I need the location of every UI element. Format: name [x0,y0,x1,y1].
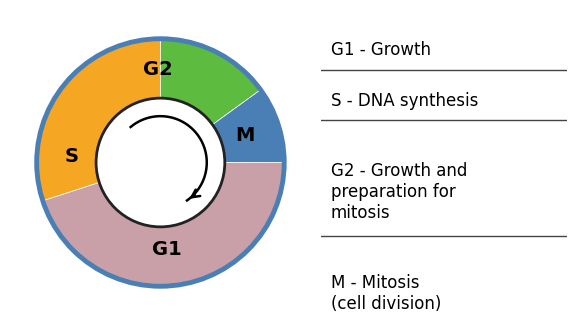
Text: G2 - Growth and
preparation for
mitosis: G2 - Growth and preparation for mitosis [331,162,467,222]
Text: G2: G2 [143,60,173,79]
Wedge shape [37,39,160,201]
Wedge shape [43,162,284,286]
Wedge shape [213,90,284,162]
Text: G1 - Growth: G1 - Growth [331,42,431,59]
Text: G1: G1 [152,240,182,259]
Wedge shape [160,39,261,125]
Circle shape [96,98,225,227]
Text: M - Mitosis
(cell division): M - Mitosis (cell division) [331,274,441,313]
Text: S: S [64,147,79,166]
Text: M: M [235,126,254,145]
Text: S - DNA synthesis: S - DNA synthesis [331,92,478,111]
